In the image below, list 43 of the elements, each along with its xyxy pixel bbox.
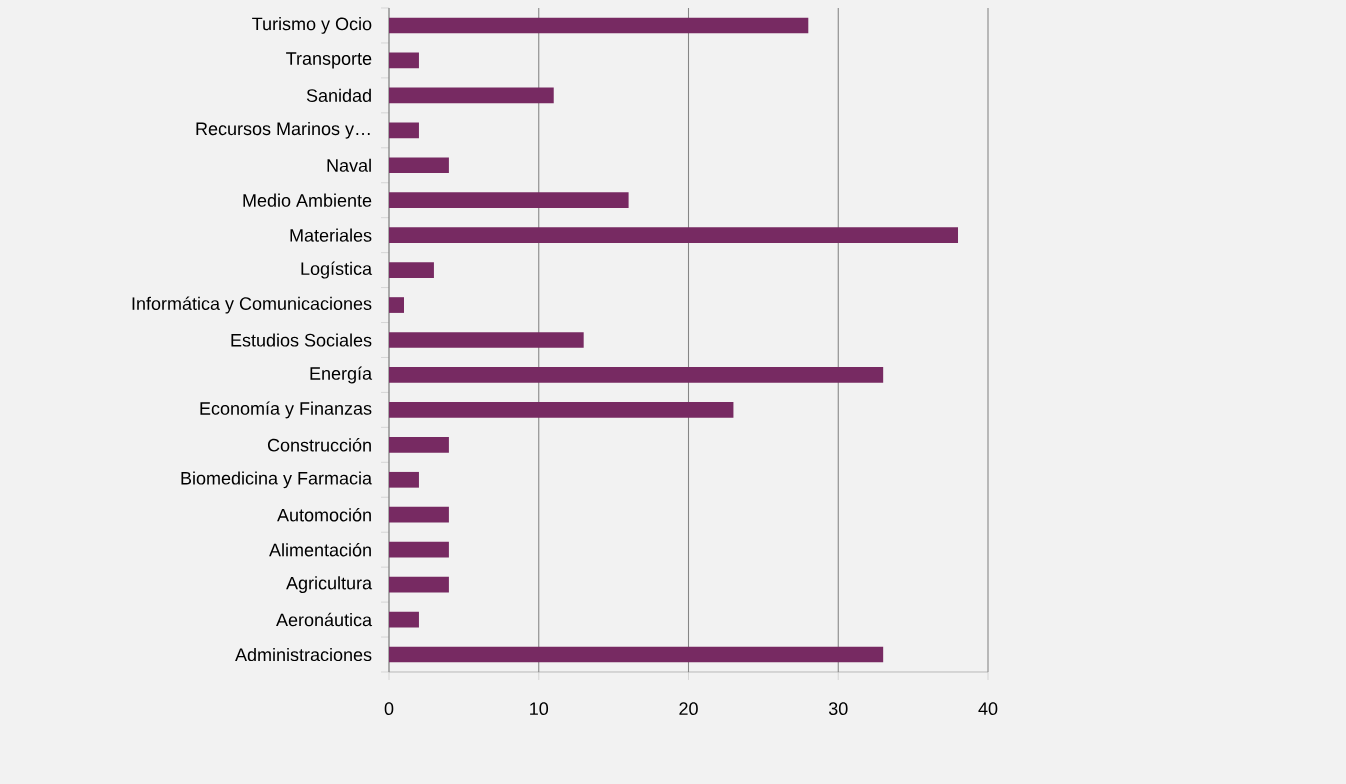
x-tick-label: 20 <box>679 702 698 715</box>
y-tick-label: Informática y Comunicaciones <box>132 296 372 314</box>
y-tick-label: Construcción <box>267 438 371 452</box>
bar <box>389 122 419 139</box>
bar <box>389 227 959 244</box>
y-tick-label: Transporte <box>286 52 372 69</box>
bar <box>389 297 404 313</box>
bar <box>389 17 809 34</box>
y-tick-label: Logística <box>301 261 373 279</box>
x-tick-label: 30 <box>828 702 848 715</box>
bar <box>389 367 884 383</box>
bar <box>389 646 884 663</box>
y-tick-label: Medio Ambiente <box>243 193 372 207</box>
bar <box>389 471 419 488</box>
bar <box>389 332 584 348</box>
bar <box>389 262 434 278</box>
y-tick-label: Recursos Marinos y… <box>196 121 370 139</box>
y-tick-label: Agricultura <box>286 576 373 594</box>
y-tick-label: Alimentación <box>269 542 371 557</box>
y-tick-label: Administraciones <box>235 647 372 662</box>
y-tick-label: Estudios Sociales <box>231 333 372 347</box>
bar <box>389 192 629 209</box>
y-tick-label: Sanidad <box>306 88 371 102</box>
y-tick-label: Materiales <box>290 228 372 242</box>
x-tick-label: 40 <box>978 702 998 715</box>
y-tick-label: Biomedicina y Farmacia <box>181 471 373 489</box>
y-tick-label: Economía y Finanzas <box>200 401 372 419</box>
bar <box>389 436 449 453</box>
y-tick-label: Naval <box>327 158 371 172</box>
bar <box>389 157 449 174</box>
bar <box>389 402 734 418</box>
y-tick-label: Aeronáutica <box>276 612 373 627</box>
y-tick-label: Automoción <box>277 508 371 522</box>
bar <box>389 87 554 104</box>
x-tick-label: 0 <box>384 702 394 715</box>
bar <box>389 506 449 523</box>
bar <box>389 541 449 558</box>
bar <box>389 576 449 593</box>
y-tick-label: Energía <box>310 366 373 384</box>
bar <box>389 611 419 628</box>
y-tick-label: Turismo y Ocio <box>252 17 372 34</box>
x-tick-label: 10 <box>530 702 549 715</box>
bar <box>389 52 419 69</box>
